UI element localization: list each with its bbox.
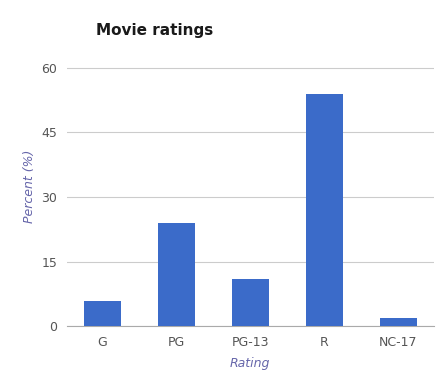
Bar (380, 318, 417, 326)
X-axis label: Rating: Rating (230, 358, 270, 371)
Bar (306, 94, 343, 326)
Bar (232, 279, 269, 326)
Bar (158, 223, 195, 326)
Bar (84, 301, 121, 326)
Y-axis label: Percent (%): Percent (%) (23, 149, 36, 223)
Text: Movie ratings: Movie ratings (97, 23, 214, 38)
